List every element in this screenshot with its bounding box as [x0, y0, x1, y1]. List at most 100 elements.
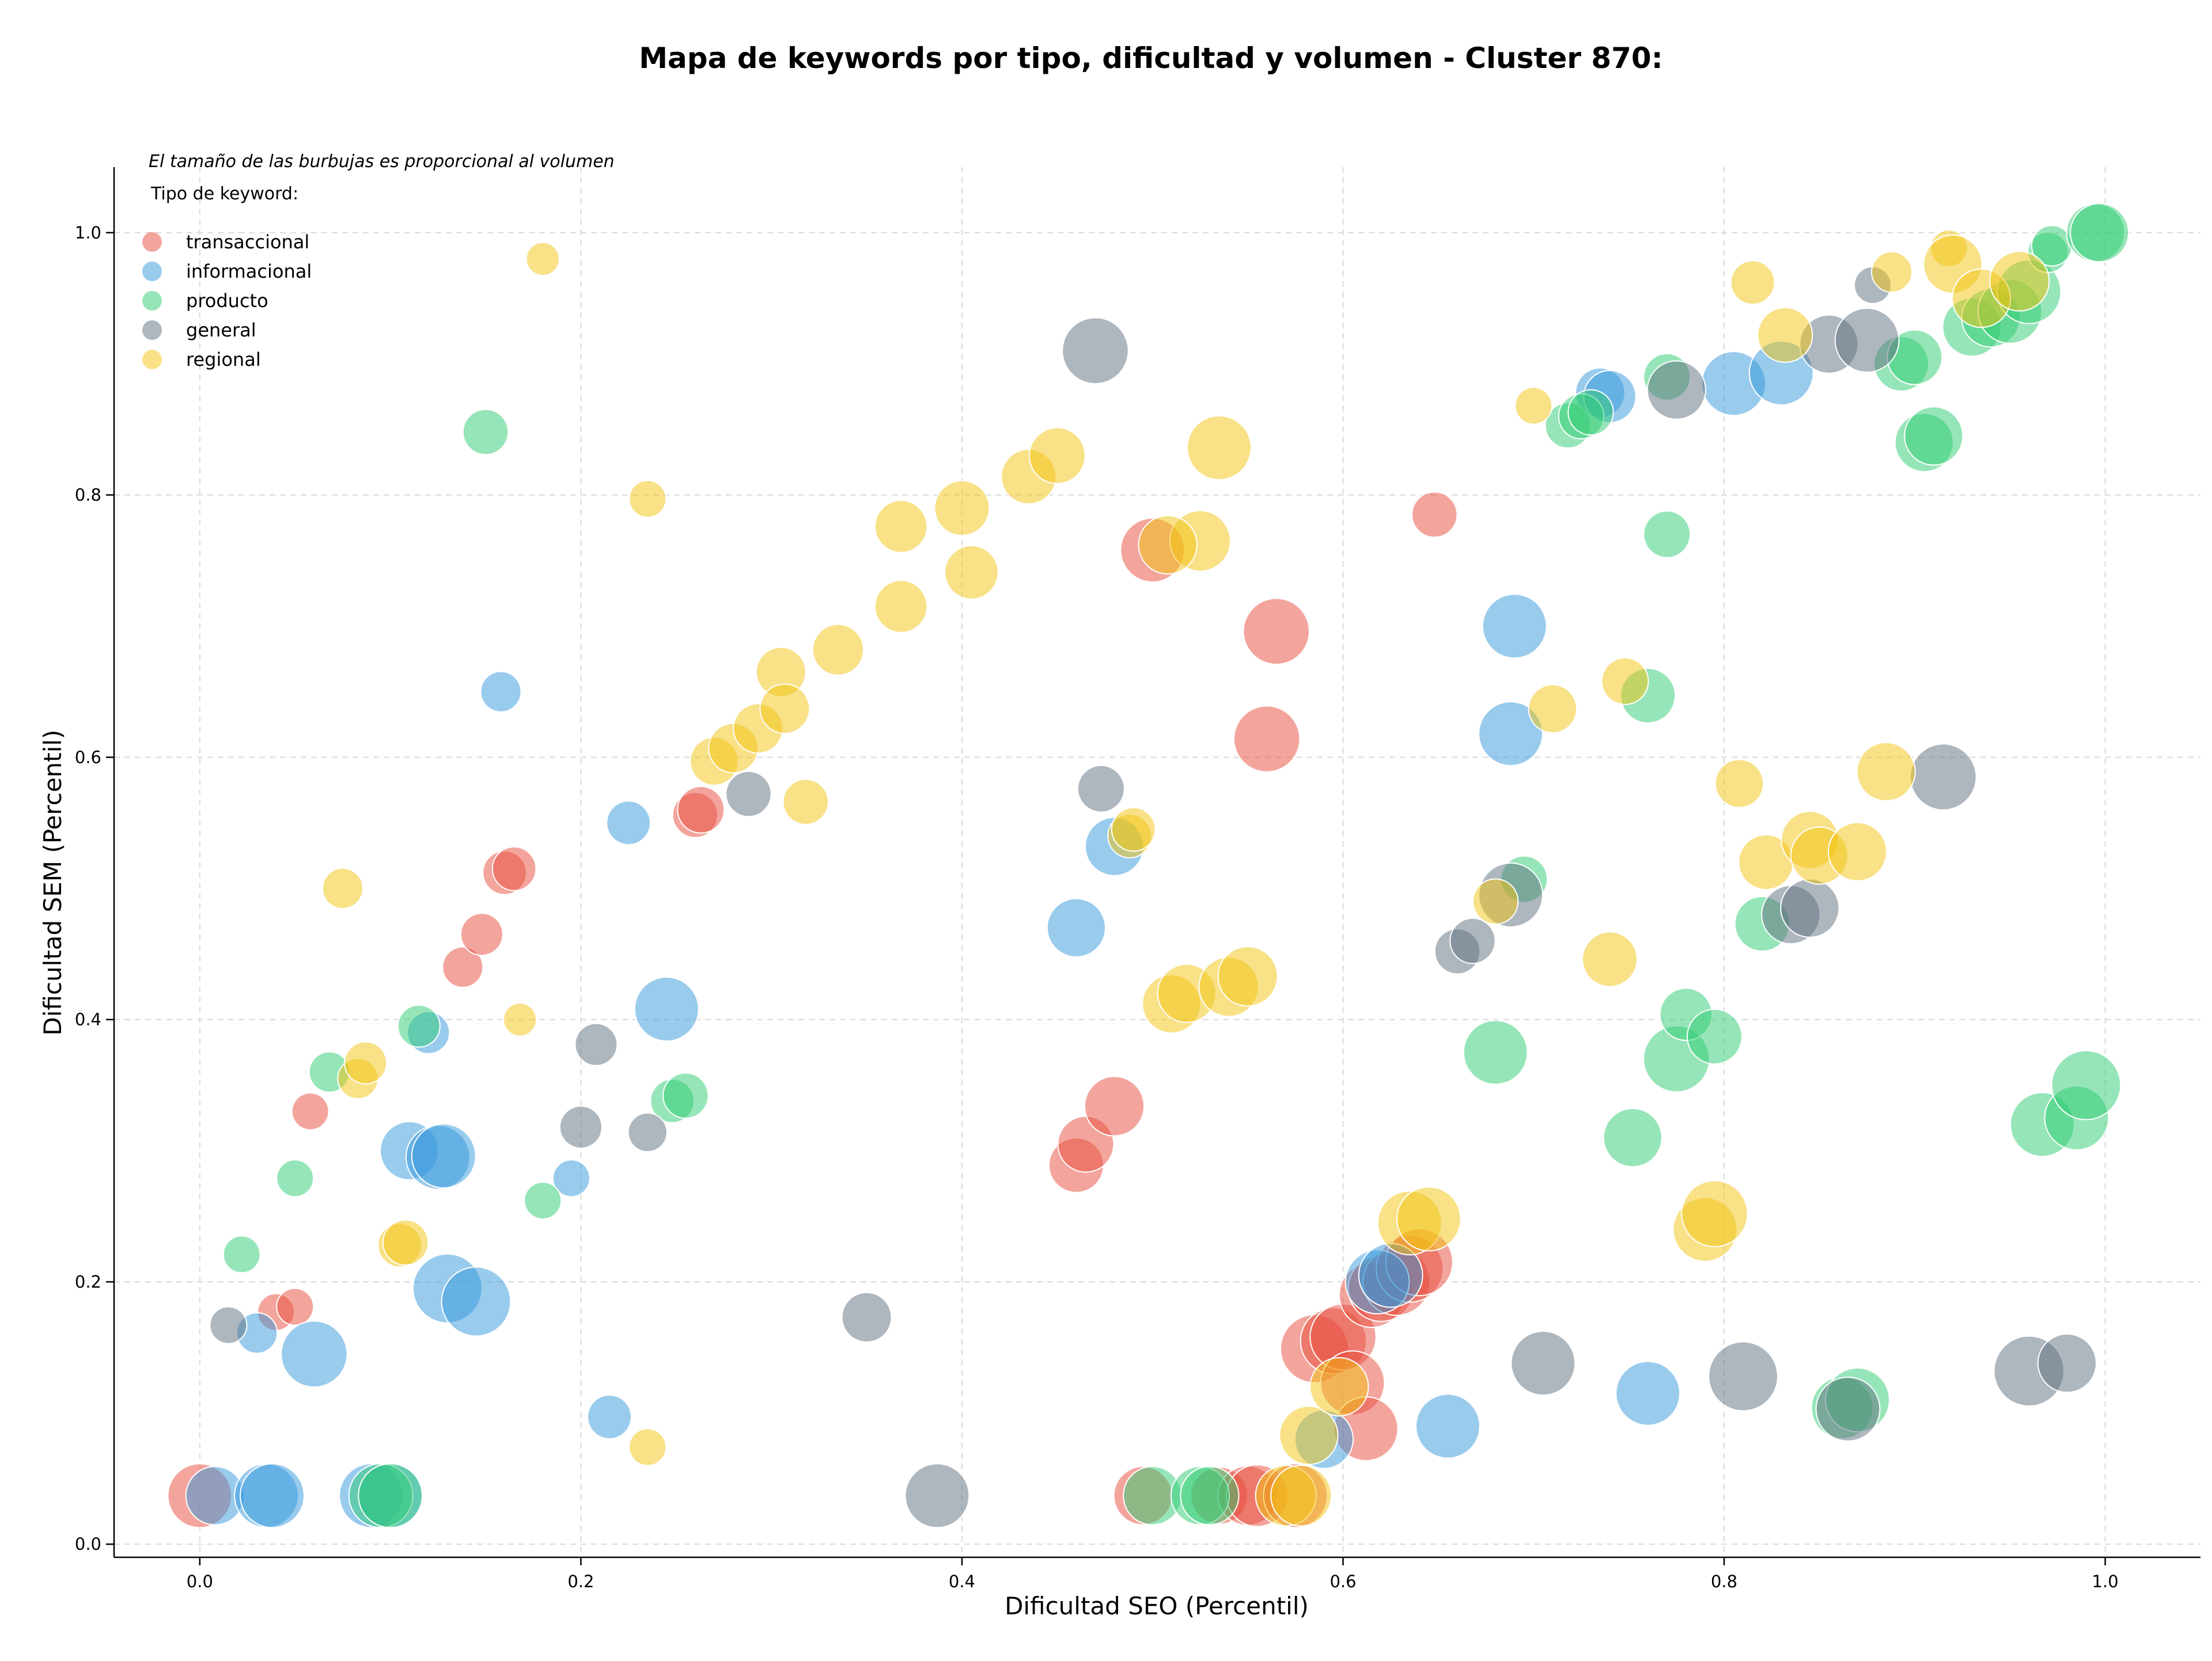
- bubble-producto-5: [397, 1004, 441, 1048]
- bubble-regional-44: [1714, 759, 1764, 808]
- bubble-informacional-9: [411, 1123, 476, 1189]
- legend: Tipo de keyword: transaccional informacio…: [142, 184, 312, 370]
- bubble-regional-0: [321, 867, 363, 910]
- x-tick-label-1: 0.2: [567, 1572, 594, 1591]
- bubble-regional-33: [1279, 1405, 1339, 1465]
- bubble-regional-32: [1270, 1465, 1332, 1527]
- bubble-informacional-28: [1615, 1361, 1681, 1426]
- bubble-producto-1: [276, 1159, 315, 1198]
- bubble-regional-18: [934, 480, 990, 536]
- bubble-regional-45: [1730, 260, 1775, 305]
- legend-marker-producto: [142, 291, 162, 311]
- bubble-transaccional-3: [291, 1092, 329, 1131]
- legend-marker-regional: [142, 350, 162, 369]
- bubble-regional-21: [1028, 427, 1086, 485]
- legend-marker-general: [142, 320, 162, 340]
- bubble-regional-4: [382, 1219, 429, 1266]
- bubble-regional-39: [1528, 684, 1578, 733]
- x-tick-label-3: 0.6: [1330, 1572, 1356, 1591]
- bubble-transaccional-4: [442, 946, 484, 988]
- bubble-informacional-25: [1482, 593, 1547, 659]
- bubble-general-16: [1780, 878, 1840, 938]
- bubble-general-1: [559, 1105, 603, 1149]
- legend-label-informacional: informacional: [186, 260, 312, 282]
- bubble-general-14: [1708, 1341, 1779, 1412]
- bubble-general-5: [841, 1292, 892, 1343]
- bubble-informacional-16: [606, 800, 651, 846]
- bubble-producto-20: [1643, 510, 1691, 558]
- bubble-regional-28: [1187, 415, 1252, 480]
- bubble-informacional-4: [281, 1320, 348, 1388]
- bubble-general-6: [904, 1463, 970, 1528]
- bubble-producto-12: [1180, 1466, 1240, 1526]
- bubble-regional-17: [874, 500, 928, 553]
- legend-label-regional: regional: [186, 349, 261, 370]
- bubble-regional-52: [1871, 251, 1913, 293]
- bubble-producto-31: [1904, 406, 1964, 466]
- bubble-general-8: [1077, 765, 1125, 813]
- bubble-general-23: [2037, 1333, 2097, 1393]
- bubble-regional-27: [1138, 515, 1198, 575]
- bubble-general-21: [1910, 743, 1977, 811]
- bubble-general-7: [1062, 317, 1129, 384]
- bubble-regional-14: [782, 778, 829, 825]
- x-tick-label-2: 0.4: [949, 1572, 975, 1591]
- legend-label-transaccional: transaccional: [186, 231, 309, 253]
- bubble-informacional-14: [552, 1159, 590, 1198]
- bubble-general-2: [574, 1023, 618, 1066]
- bubble-producto-9: [662, 1072, 709, 1119]
- bubble-producto-17: [1567, 389, 1614, 436]
- x-tick-label-4: 0.8: [1711, 1572, 1737, 1591]
- bubble-informacional-11: [441, 1266, 512, 1337]
- bubble-general-19: [1834, 308, 1900, 373]
- bubble-transaccional-16: [1411, 491, 1458, 538]
- bubble-informacional-17: [634, 977, 699, 1042]
- bubble-producto-18: [1603, 1107, 1662, 1168]
- x-tick-label-5: 1.0: [2092, 1572, 2119, 1591]
- bubble-producto-42: [2070, 203, 2130, 263]
- bubble-informacional-24: [1478, 701, 1544, 766]
- bubble-informacional-15: [587, 1394, 632, 1440]
- bubble-informacional-3: [240, 1463, 305, 1528]
- bubble-general-0: [209, 1306, 248, 1345]
- bubble-producto-6: [462, 408, 509, 456]
- x-tick-label-0: 0.0: [187, 1572, 213, 1591]
- bubble-informacional-23: [1415, 1393, 1480, 1459]
- y-tick-label-5: 1.0: [75, 223, 101, 243]
- bubble-regional-19: [944, 545, 999, 600]
- bubble-regional-2: [344, 1041, 388, 1085]
- legend-marker-transaccional: [142, 232, 162, 252]
- bubble-regional-8: [628, 1428, 667, 1466]
- bubble-regional-23: [1111, 807, 1156, 852]
- y-axis-label: Dificultad SEM (Percentil): [39, 730, 67, 1036]
- bubble-transaccional-9: [677, 785, 725, 834]
- bubble-informacional-12: [480, 671, 522, 713]
- bubble-general-3: [627, 1112, 668, 1153]
- bubble-transaccional-5: [460, 913, 503, 956]
- bubble-regional-30: [1217, 945, 1278, 1007]
- axis-ticks: 0.0 0.2 0.4 0.6 0.8 1.0 0.0 0.2 0.4 0.6 0.8 1.0: [75, 223, 2119, 1591]
- bubble-regional-15: [812, 623, 865, 676]
- bubble-general-18: [1815, 1376, 1881, 1442]
- bubble-regional-5: [502, 1002, 537, 1037]
- legend-marker-informacional: [142, 262, 162, 281]
- bubble-producto-4: [358, 1463, 423, 1528]
- grid-lines: [114, 167, 2200, 1557]
- bubble-regional-7: [628, 479, 667, 518]
- y-tick-label-3: 0.6: [75, 747, 101, 767]
- legend-title: Tipo de keyword:: [150, 184, 298, 204]
- bubble-transaccional-2: [276, 1288, 315, 1326]
- bubble-producto-7: [524, 1181, 562, 1220]
- bubble-regional-16: [874, 580, 928, 633]
- legend-items: transaccional informacional producto genera…: [142, 231, 312, 370]
- bubble-layer: [167, 203, 2130, 1528]
- legend-label-general: general: [186, 319, 256, 341]
- bubble-regional-40: [1582, 931, 1638, 987]
- y-tick-label-0: 0.0: [75, 1534, 101, 1554]
- bubble-general-4: [725, 770, 772, 818]
- chart-title: Mapa de keywords por tipo, dificultad y …: [639, 41, 1662, 75]
- legend-label-producto: producto: [186, 290, 268, 312]
- bubble-general-11: [1449, 917, 1496, 964]
- bubble-regional-56: [1989, 251, 2050, 312]
